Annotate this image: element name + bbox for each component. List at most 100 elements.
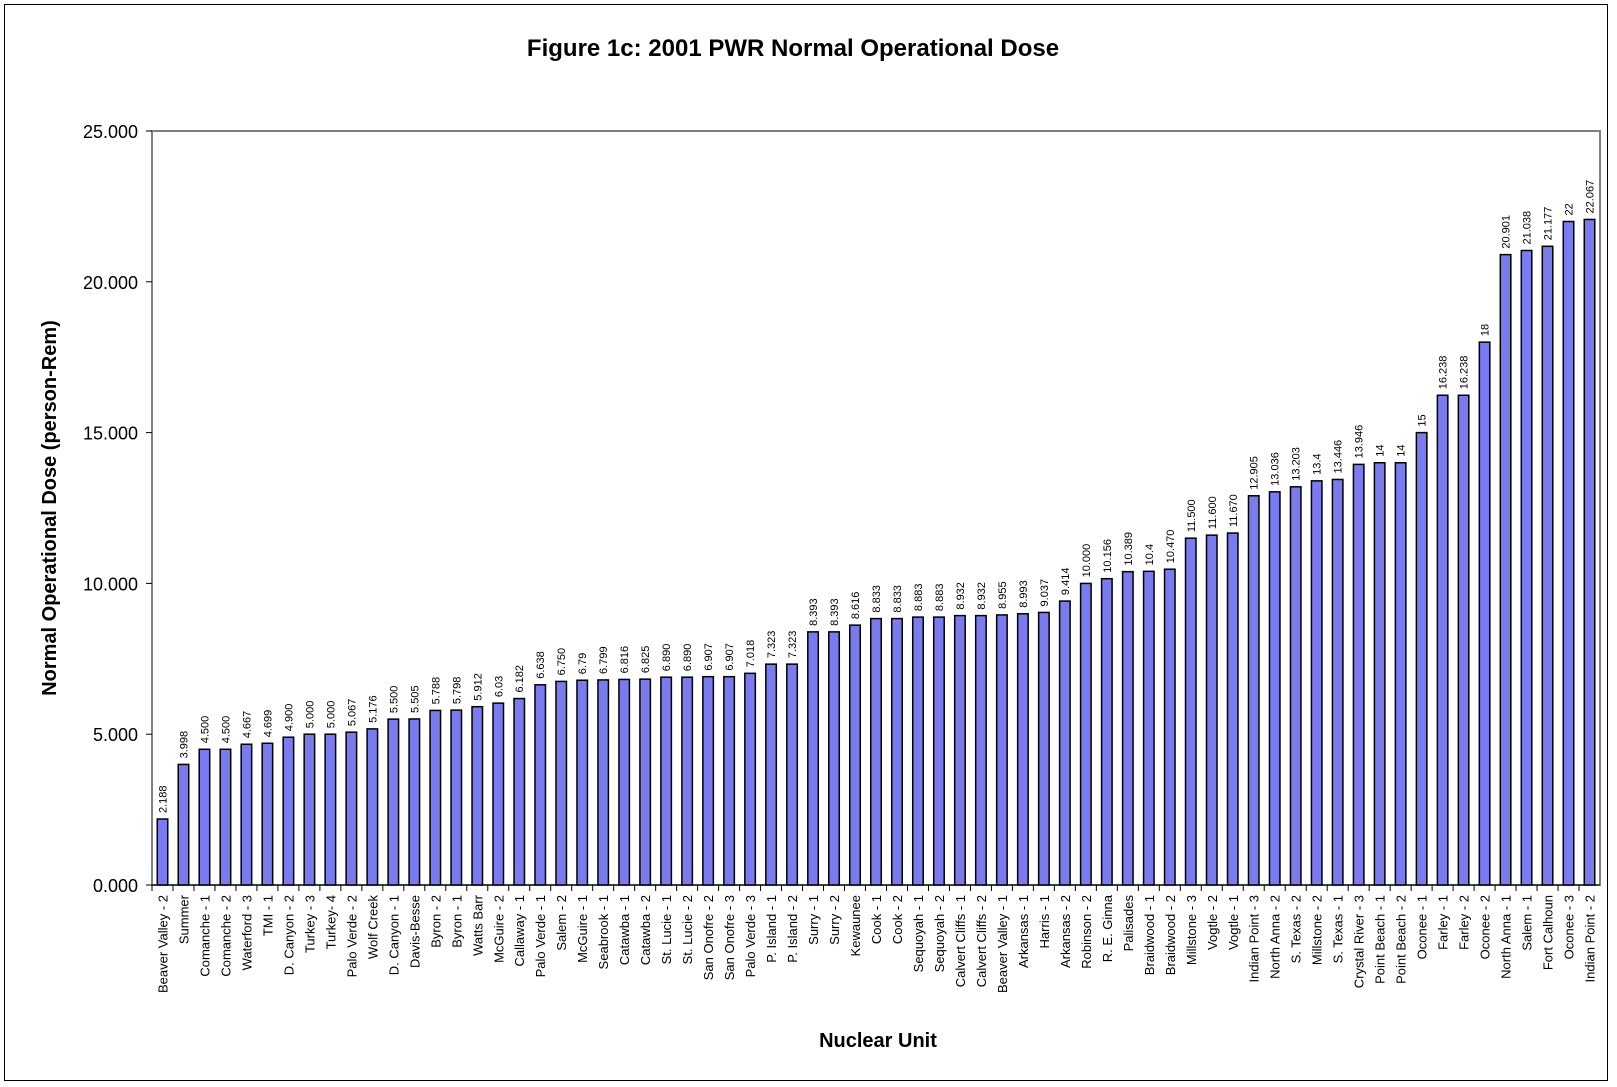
bar	[1037, 611, 1050, 886]
bar	[198, 748, 211, 886]
y-axis: 0.000 5.000 10.000 15.000 20.000 25.000	[83, 122, 152, 896]
x-tick-label: Point Beach - 1	[1373, 895, 1388, 984]
data-label: 6.907	[703, 643, 715, 671]
data-label: 5.912	[472, 673, 484, 701]
x-tick-label: North Anna - 1	[1499, 895, 1514, 979]
chart-title: Figure 1c: 2001 PWR Normal Operational D…	[527, 35, 1059, 62]
data-label: 5.176	[367, 695, 379, 723]
bar	[534, 684, 547, 886]
x-tick-label: S. Texas - 1	[1331, 895, 1346, 963]
bar	[1457, 394, 1470, 886]
data-label: 6.825	[640, 646, 652, 674]
bar	[1373, 462, 1386, 886]
bar	[240, 743, 253, 886]
x-tick-label: Fort Calhoun	[1541, 895, 1556, 970]
bar	[786, 663, 799, 886]
bar	[1016, 613, 1029, 886]
x-tick-label: Sequoyah - 2	[932, 895, 947, 972]
bar	[282, 736, 295, 886]
data-label: 11.600	[1207, 496, 1219, 529]
x-tick-label: Palo Verde - 2	[344, 895, 359, 977]
data-label: 4.500	[220, 716, 232, 744]
data-label: 16.238	[1438, 356, 1450, 390]
data-label: 6.750	[556, 648, 568, 676]
bar	[890, 617, 903, 886]
data-label: 7.323	[787, 631, 799, 659]
bar	[723, 675, 736, 886]
bar	[345, 731, 358, 886]
x-tick-label: Palo Verde - 3	[743, 895, 758, 977]
bar	[953, 614, 966, 886]
x-tick-label: Sequoyah - 1	[911, 895, 926, 972]
bar	[156, 818, 169, 886]
data-label: 5.788	[430, 677, 442, 705]
data-label: 8.932	[955, 582, 967, 610]
x-tick-label: Palisades	[1121, 895, 1136, 952]
data-label: 12.905	[1249, 456, 1261, 490]
x-tick-label: Catawba - 2	[638, 895, 653, 965]
bar	[387, 718, 400, 886]
data-label: 4.667	[241, 711, 253, 739]
data-label: 13.036	[1270, 452, 1282, 486]
data-label: 18	[1480, 324, 1492, 336]
x-tick-label: Beaver Valley - 1	[995, 895, 1010, 993]
x-tick-label: Summer	[176, 894, 191, 944]
bar	[597, 679, 610, 886]
x-tick-label: North Anna - 2	[1268, 895, 1283, 979]
data-label: 15	[1417, 414, 1429, 426]
data-label: 10.470	[1165, 530, 1177, 564]
bar	[366, 728, 379, 886]
x-tick-label: TMI - 1	[260, 895, 275, 936]
bar	[1289, 486, 1302, 886]
bar	[324, 733, 337, 886]
x-tick-label: Farley - 2	[1457, 895, 1472, 950]
x-tick-label: Turkey- 4	[323, 895, 338, 949]
data-label: 21.177	[1543, 207, 1555, 241]
x-tick-label: Kewaunee	[848, 895, 863, 956]
x-tick-label: Indian Point - 3	[1247, 895, 1262, 982]
bar	[555, 680, 568, 886]
data-label: 10.000	[1081, 544, 1093, 578]
x-tick-label: Crystal River - 3	[1352, 895, 1367, 988]
data-label: 8.932	[976, 582, 988, 610]
bar	[1541, 245, 1554, 886]
data-label: 8.833	[892, 585, 904, 613]
x-tick-label: Callaway - 1	[512, 895, 527, 967]
x-tick-label: D. Canyon - 1	[386, 895, 401, 975]
data-label: 10.4	[1144, 544, 1156, 565]
data-label: 5.000	[325, 701, 337, 729]
bar	[1268, 491, 1281, 886]
x-tick-label: Salem - 1	[1520, 895, 1535, 951]
bar	[1394, 462, 1407, 886]
data-label: 4.699	[262, 710, 274, 738]
bar	[429, 709, 442, 886]
x-tick-label: Beaver Valley - 2	[155, 895, 170, 993]
x-tick-label: D. Canyon - 2	[281, 895, 296, 975]
data-label: 5.505	[409, 685, 421, 713]
data-labels-group: 2.188 3.998 4.500 4.500 4.667 4.699 4.900 5.000…	[157, 180, 1596, 813]
bar	[618, 678, 631, 886]
data-label: 6.638	[535, 651, 547, 679]
data-label: 6.907	[724, 643, 736, 671]
bar	[1121, 570, 1134, 886]
y-tick-label: 20.000	[83, 273, 138, 293]
bar	[765, 663, 778, 886]
data-label: 6.890	[682, 644, 694, 672]
data-label: 6.03	[493, 676, 505, 697]
data-label: 13.946	[1354, 425, 1366, 459]
data-label: 6.182	[514, 665, 526, 693]
bar	[870, 617, 882, 886]
x-tick-label: Harris - 1	[1037, 895, 1052, 948]
data-label: 8.883	[913, 584, 925, 612]
bar	[1163, 568, 1176, 886]
data-label: 11.500	[1186, 499, 1198, 532]
x-tick-label: Calvert Cliffs - 2	[974, 895, 989, 987]
y-tick-label: 5.000	[93, 725, 138, 745]
x-tick-label: R. E. Ginna	[1100, 894, 1115, 962]
data-label: 8.955	[997, 581, 1009, 609]
data-label: 6.816	[619, 646, 631, 674]
x-tick-label: Braidwood - 1	[1142, 895, 1157, 975]
bar	[807, 631, 820, 886]
x-tick-label: Vogtle - 2	[1205, 895, 1220, 950]
